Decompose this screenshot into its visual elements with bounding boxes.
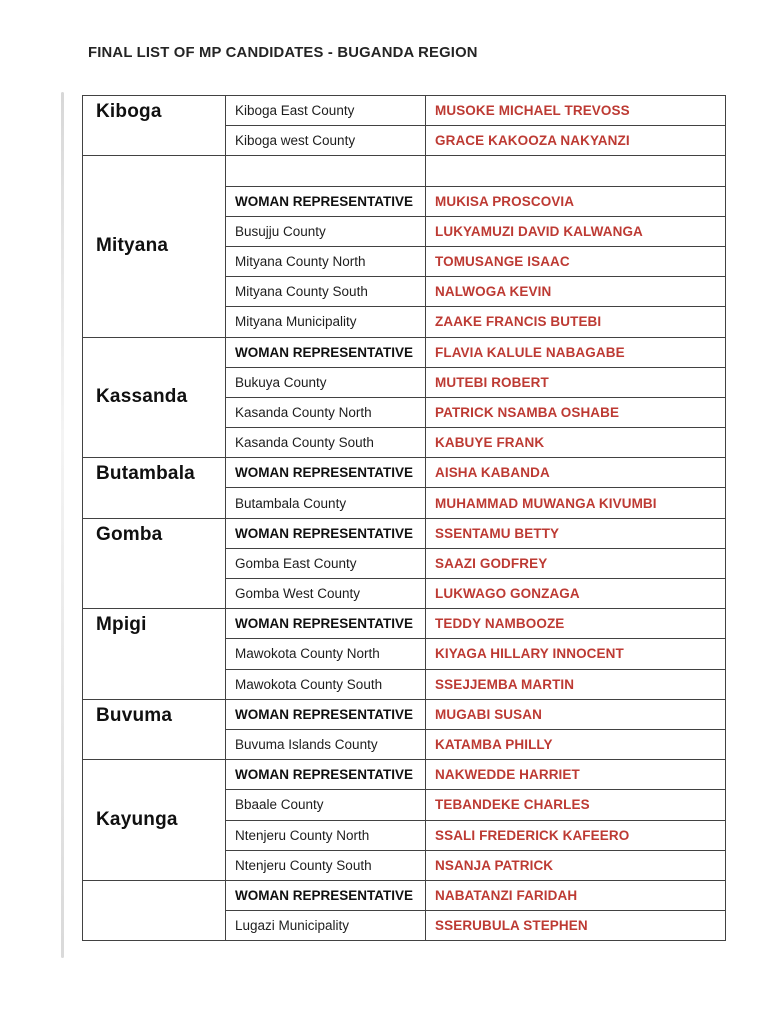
district-cell: Gomba <box>82 517 226 610</box>
candidate-cell: SAAZI GODFREY <box>425 547 726 580</box>
constituency-cell: Bbaale County <box>225 789 426 821</box>
table-row: Mpigi WOMAN REPRESENTATIVE TEDDY NAMBOOZE <box>82 608 726 700</box>
constituency-cell: Ntenjeru County South <box>225 849 426 881</box>
constituency-cell: Bukuya County <box>225 366 426 398</box>
constituency-cell: Buvuma Islands County <box>225 728 426 761</box>
candidate-cell: SSENTAMU BETTY <box>425 517 726 549</box>
constituency-cell: Kiboga west County <box>225 125 426 157</box>
table-row: Butambala WOMAN REPRESENTATIVE AISHA KABAN… <box>82 457 726 519</box>
candidate-cell: TOMUSANGE ISAAC <box>425 245 726 278</box>
district-cell: Mityana <box>82 155 226 338</box>
candidate-cell: SSALI FREDERICK KAFEERO <box>425 819 726 851</box>
table-row: Mawokota County North KIYAGA HILLARY INNO… <box>83 638 726 670</box>
table-row: Mityana Municipality ZAAKE FRANCIS BUTEBI <box>83 306 726 338</box>
candidate-cell: AISHA KABANDA <box>425 457 726 489</box>
candidate-cell: SSEJJEMBA MARTIN <box>425 668 726 700</box>
constituency-cell: WOMAN REPRESENTATIVE <box>225 879 426 912</box>
table-row: WOMAN REPRESENTATIVE NABATANZI FARIDAH <box>82 879 726 942</box>
candidate-cell: FLAVIA KALULE NABAGABE <box>425 336 726 368</box>
candidate-cell: PATRICK NSAMBA OSHABE <box>425 396 726 429</box>
candidate-cell: SSERUBULA STEPHEN <box>425 910 726 942</box>
table-row: Buvuma WOMAN REPRESENTATIVE MUGABI SUSAN <box>82 698 726 761</box>
district-cell <box>82 879 226 942</box>
candidate-cell: LUKWAGO GONZAGA <box>425 577 726 610</box>
table-row: Mityana <box>82 155 726 338</box>
district-cell: Kiboga <box>82 94 226 157</box>
candidate-cell: MUHAMMAD MUWANGA KIVUMBI <box>425 487 726 519</box>
district-cell: Mpigi <box>82 608 226 700</box>
table-row: Kiboga Kiboga East County MUSOKE MICHAEL T… <box>82 94 726 157</box>
table-row: Bbaale County TEBANDEKE CHARLES <box>83 789 726 821</box>
candidate-cell: TEDDY NAMBOOZE <box>425 608 726 640</box>
table-row: Kasanda County North PATRICK NSAMBA OSHAB… <box>83 396 726 429</box>
table-row: Buvuma Islands County KATAMBA PHILLY <box>83 728 726 761</box>
candidate-cell: ZAAKE FRANCIS BUTEBI <box>425 306 726 338</box>
table-row: Ntenjeru County North SSALI FREDERICK KAF… <box>83 819 726 851</box>
table-row: WOMAN REPRESENTATIVE MUKISA PROSCOVIA <box>83 185 726 217</box>
table-row: Kiboga west County GRACE KAKOOZA NAKYANZI <box>83 125 726 157</box>
constituency-cell: Lugazi Municipality <box>225 910 426 942</box>
constituency-cell: Gomba East County <box>225 547 426 580</box>
candidate-cell: KATAMBA PHILLY <box>425 728 726 761</box>
candidate-cell: NALWOGA KEVIN <box>425 276 726 308</box>
candidate-cell: MUGABI SUSAN <box>425 698 726 730</box>
constituency-cell: Mityana Municipality <box>225 306 426 338</box>
constituency-cell: Mawokota County South <box>225 668 426 700</box>
district-cell: Buvuma <box>82 698 226 761</box>
constituency-cell: Kasanda County South <box>225 427 426 459</box>
candidate-cell: NSANJA PATRICK <box>425 849 726 881</box>
constituency-cell: WOMAN REPRESENTATIVE <box>225 336 426 368</box>
candidate-cell: KABUYE FRANK <box>425 427 726 459</box>
table-row: Butambala County MUHAMMAD MUWANGA KIVUMBI <box>83 487 726 519</box>
table-row: Bukuya County MUTEBI ROBERT <box>83 366 726 398</box>
district-cell: Kassanda <box>82 336 226 459</box>
constituency-cell: WOMAN REPRESENTATIVE <box>225 698 426 730</box>
constituency-cell: Ntenjeru County North <box>225 819 426 851</box>
constituency-cell: Busujju County <box>225 215 426 247</box>
constituency-cell: WOMAN REPRESENTATIVE <box>225 185 426 217</box>
constituency-cell: WOMAN REPRESENTATIVE <box>225 517 426 549</box>
candidates-table-body: Kiboga Kiboga East County MUSOKE MICHAEL T… <box>82 94 726 942</box>
constituency-cell: Mawokota County North <box>225 638 426 670</box>
constituency-cell <box>225 155 426 187</box>
page-title: FINAL LIST OF MP CANDIDATES - BUGANDA RE… <box>88 45 478 61</box>
table-row: Mawokota County South SSEJJEMBA MARTIN <box>83 668 726 700</box>
candidate-cell: MUSOKE MICHAEL TREVOSS <box>425 94 726 127</box>
table-row: Lugazi Municipality SSERUBULA STEPHEN <box>83 910 726 942</box>
table-row: Gomba WOMAN REPRESENTATIVE SSENTAMU BETTY <box>82 517 726 610</box>
candidate-cell: NAKWEDDE HARRIET <box>425 759 726 791</box>
table-row: Mityana County North TOMUSANGE ISAAC <box>83 245 726 278</box>
constituency-cell: Mityana County North <box>225 245 426 278</box>
candidate-cell: KIYAGA HILLARY INNOCENT <box>425 638 726 670</box>
table-row: Kayunga WOMAN REPRESENTATIVE NAKWEDDE HARR… <box>82 759 726 881</box>
constituency-cell: Gomba West County <box>225 577 426 610</box>
constituency-cell: WOMAN REPRESENTATIVE <box>225 608 426 640</box>
table-row: Busujju County LUKYAMUZI DAVID KALWANGA <box>83 215 726 247</box>
constituency-cell: Kasanda County North <box>225 396 426 429</box>
scan-edge-artifact <box>61 92 64 958</box>
constituency-cell: Butambala County <box>225 487 426 519</box>
candidate-cell: TEBANDEKE CHARLES <box>425 789 726 821</box>
constituency-cell: Mityana County South <box>225 276 426 308</box>
candidate-cell: GRACE KAKOOZA NAKYANZI <box>425 125 726 157</box>
constituency-cell: Kiboga East County <box>225 94 426 127</box>
candidate-cell: MUKISA PROSCOVIA <box>425 185 726 217</box>
candidates-table: Kiboga Kiboga East County MUSOKE MICHAEL T… <box>82 94 726 942</box>
district-cell: Butambala <box>82 457 226 519</box>
candidate-cell: MUTEBI ROBERT <box>425 366 726 398</box>
district-cell: Kayunga <box>82 759 226 881</box>
candidate-cell: NABATANZI FARIDAH <box>425 879 726 912</box>
candidate-cell: LUKYAMUZI DAVID KALWANGA <box>425 215 726 247</box>
constituency-cell: WOMAN REPRESENTATIVE <box>225 457 426 489</box>
table-row: Kassanda WOMAN REPRESENTATIVE FLAVIA KALUL… <box>82 336 726 459</box>
table-row: Gomba West County LUKWAGO GONZAGA <box>83 577 726 610</box>
constituency-cell: WOMAN REPRESENTATIVE <box>225 759 426 791</box>
candidate-cell <box>425 155 726 187</box>
table-row: Mityana County South NALWOGA KEVIN <box>83 276 726 308</box>
